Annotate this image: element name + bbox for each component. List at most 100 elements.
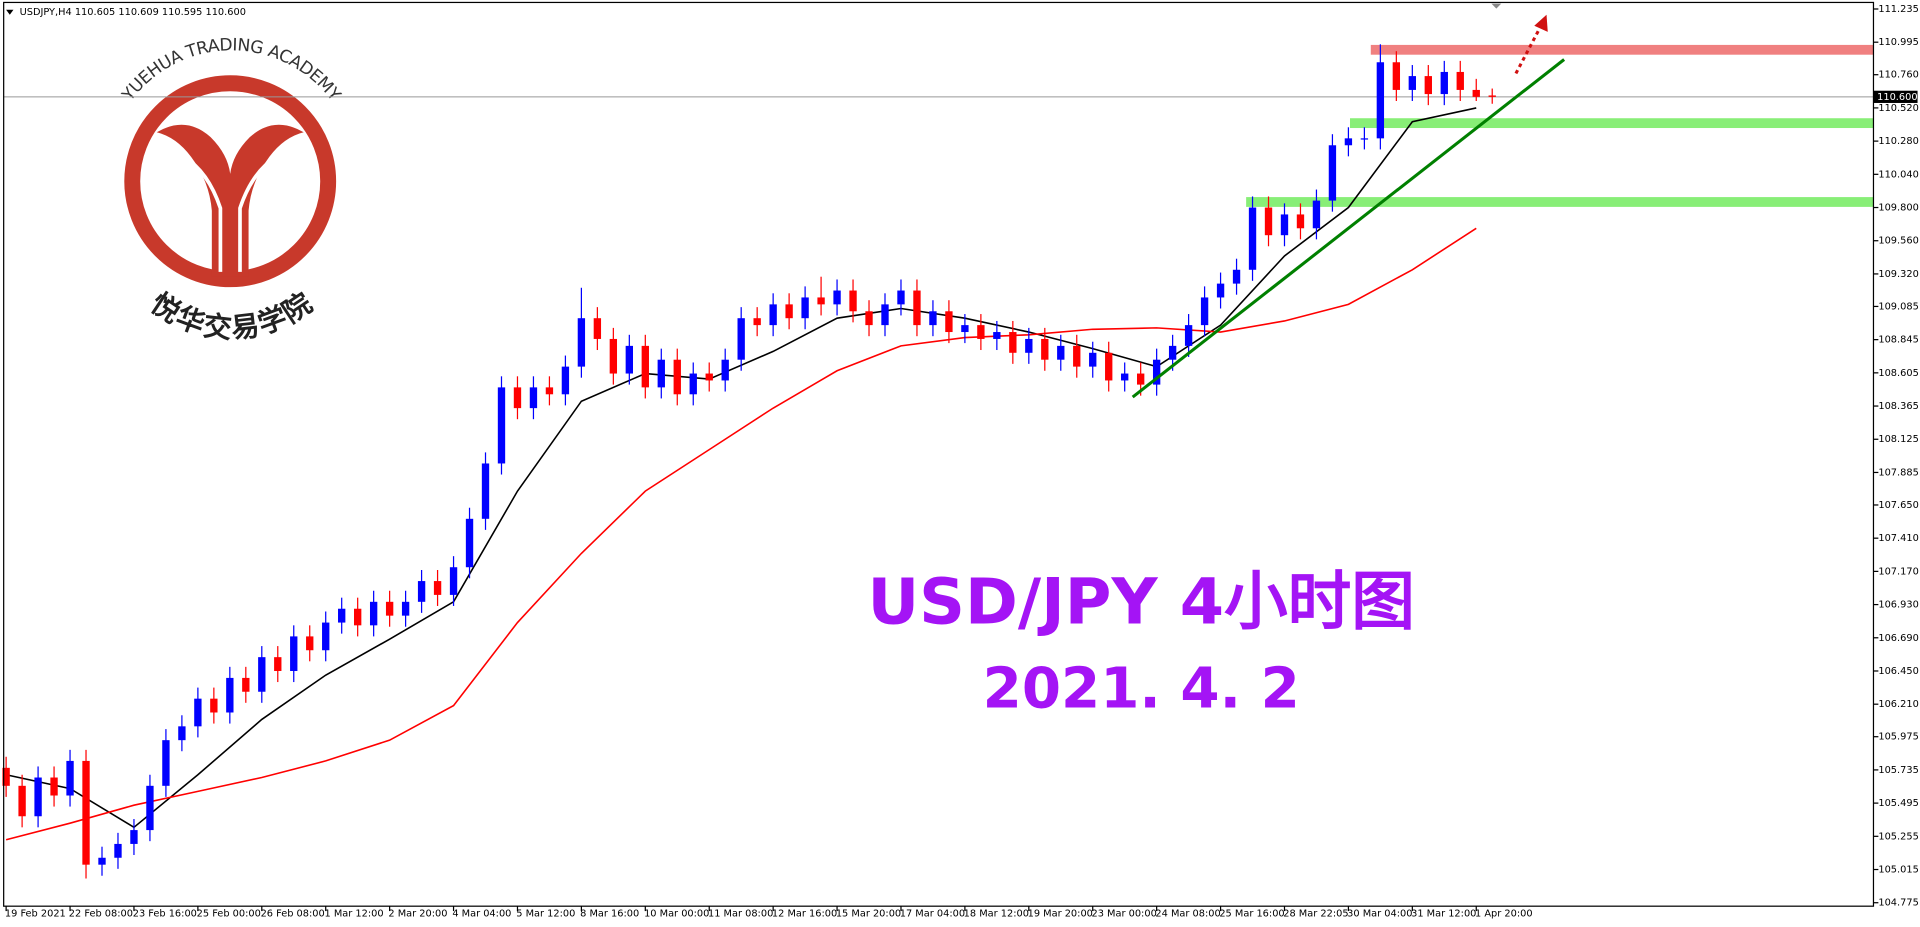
- candle-body: [1216, 283, 1225, 298]
- candle-body: [433, 581, 442, 595]
- candle-body: [1121, 373, 1129, 381]
- watermark-title: USD/JPY 4小时图: [867, 566, 1414, 640]
- last-price-label: 110.600: [1877, 92, 1917, 103]
- x-tick-label: 19 Mar 20:00: [1028, 909, 1093, 920]
- y-tick-label: 107.170: [1878, 566, 1918, 577]
- candle-body: [577, 318, 586, 367]
- x-tick-label: 30 Mar 04:00: [1347, 909, 1412, 920]
- candle-body: [338, 608, 346, 623]
- candle-body: [609, 338, 618, 374]
- y-tick-label: 104.775: [1878, 898, 1918, 909]
- candle-body: [354, 608, 362, 626]
- y-tick-label: 108.605: [1878, 368, 1918, 379]
- candle-body: [50, 777, 58, 796]
- candle-body: [513, 387, 522, 409]
- candle-body: [913, 290, 921, 326]
- candle-body: [66, 760, 74, 796]
- candle-body: [1089, 352, 1097, 367]
- candle-body: [1392, 62, 1401, 90]
- y-tick-label: 105.735: [1878, 765, 1918, 776]
- candle-body: [1280, 214, 1289, 236]
- candle-body: [306, 636, 314, 651]
- y-tick-label: 111.235: [1878, 4, 1918, 15]
- candle-body: [322, 622, 330, 651]
- candle-body: [753, 318, 761, 326]
- x-tick-label: 4 Mar 04:00: [452, 909, 511, 920]
- x-tick-label: 2 Mar 20:00: [388, 909, 447, 920]
- y-tick-label: 109.800: [1878, 203, 1918, 214]
- candle-body: [258, 657, 266, 692]
- candle-body: [1025, 338, 1033, 353]
- candle-body: [625, 345, 633, 374]
- y-tick-label: 108.845: [1878, 335, 1918, 346]
- y-tick-label: 105.495: [1878, 798, 1918, 809]
- y-tick-label: 105.975: [1878, 732, 1918, 743]
- candle-body: [769, 304, 777, 326]
- candle-body: [673, 359, 681, 395]
- candle-body: [817, 297, 825, 305]
- candle-body: [1376, 62, 1385, 139]
- candle-body: [497, 387, 506, 464]
- y-tick-label: 105.015: [1878, 865, 1918, 876]
- candle-body: [34, 777, 42, 817]
- candle-body: [1248, 207, 1257, 270]
- logo-ring: [124, 75, 337, 288]
- candle-body: [1472, 89, 1480, 97]
- shift-marker: [1491, 3, 1502, 9]
- x-tick-label: 12 Mar 16:00: [772, 909, 837, 920]
- candle-body: [1312, 200, 1321, 229]
- x-tick-label: 23 Mar 00:00: [1092, 909, 1157, 920]
- x-tick-label: 26 Feb 08:00: [261, 909, 325, 920]
- candle-body: [178, 726, 186, 741]
- candle-body: [417, 581, 426, 602]
- candle-body: [465, 518, 474, 568]
- x-tick-label: 25 Mar 16:00: [1219, 909, 1284, 920]
- x-tick-label: 22 Feb 08:00: [69, 909, 133, 920]
- candle-body: [1296, 214, 1305, 229]
- candle-body: [385, 601, 394, 616]
- candle-body: [865, 311, 873, 326]
- candle-body: [1200, 297, 1209, 326]
- candle-body: [737, 318, 745, 360]
- candle-body: [833, 290, 841, 305]
- candle-body: [561, 366, 570, 395]
- y-tick-label: 110.520: [1878, 103, 1918, 114]
- candle-body: [881, 304, 889, 326]
- candle-body: [977, 325, 985, 339]
- x-tick-label: 11 Mar 08:00: [708, 909, 773, 920]
- candle-body: [961, 325, 969, 333]
- candle-body: [897, 290, 905, 305]
- x-tick-label: 25 Feb 00:00: [197, 909, 261, 920]
- candle-body: [1073, 345, 1081, 367]
- x-tick-label: 19 Feb 2021: [5, 909, 66, 920]
- candle-body: [529, 387, 538, 409]
- candle-body: [162, 740, 170, 786]
- candle-body: [130, 830, 138, 844]
- header-marker: [6, 9, 14, 15]
- header: USDJPY,H4 110.605 110.609 110.595 110.60…: [20, 7, 246, 18]
- candle-body: [1057, 345, 1065, 360]
- candle-body: [1168, 345, 1177, 360]
- candle-body: [1264, 207, 1273, 236]
- candle-body: [401, 601, 410, 616]
- x-tick-label: 1 Mar 12:00: [324, 909, 383, 920]
- x-tick-label: 10 Mar 00:00: [644, 909, 709, 920]
- y-tick-label: 110.280: [1878, 136, 1918, 147]
- candle-body: [545, 387, 554, 395]
- x-tick-label: 23 Feb 16:00: [133, 909, 197, 920]
- y-tick-label: 106.930: [1878, 600, 1918, 611]
- candle-body: [1424, 76, 1432, 95]
- y-tick-label: 106.210: [1878, 699, 1918, 710]
- candle-body: [1184, 325, 1193, 346]
- last-price-box: [1873, 90, 1918, 103]
- candle-body: [1137, 373, 1145, 385]
- candle-body: [226, 677, 234, 713]
- y-tick-label: 108.125: [1878, 434, 1918, 445]
- y-tick-label: 109.320: [1878, 269, 1918, 280]
- y-tick-label: 109.085: [1878, 301, 1918, 312]
- arrow-head: [1534, 14, 1548, 32]
- level-band: [1350, 118, 1874, 129]
- candle-body: [449, 567, 458, 595]
